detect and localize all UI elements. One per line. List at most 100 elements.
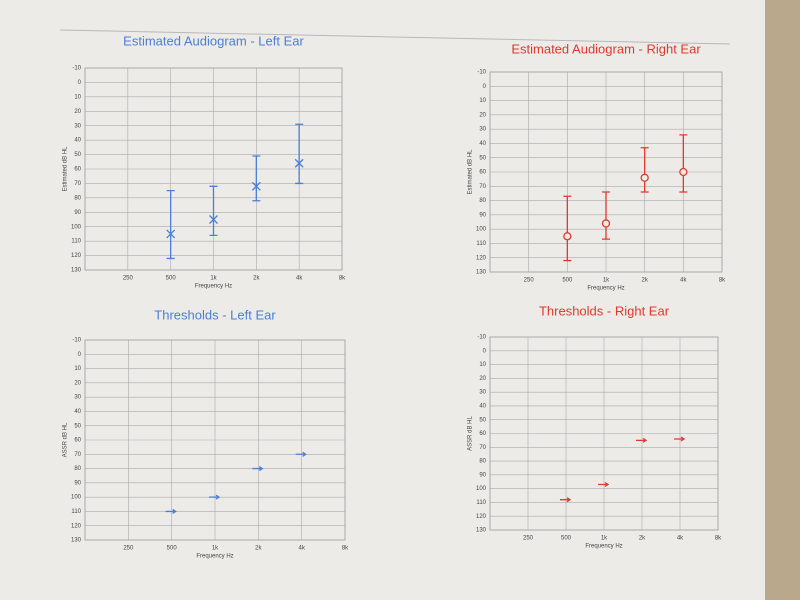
y-tick-label: 90 [74,210,81,216]
y-tick-label: 50 [479,155,486,161]
paper [0,0,780,600]
y-tick-label: -10 [72,66,81,72]
y-tick-label: 120 [476,514,487,520]
x-tick-label: 1k [603,278,610,284]
y-axis-label: Estimated dB HL [63,146,69,192]
y-tick-label: 40 [74,409,81,415]
chart-title: Estimated Audiogram - Right Ear [511,41,701,56]
x-tick-label: 2k [253,276,260,282]
y-tick-label: 70 [74,452,81,458]
y-tick-label: 130 [71,538,82,544]
y-tick-label: 60 [74,438,81,444]
y-axis-label: ASSR dB HL [63,422,69,457]
error-bar [295,123,304,185]
x-tick-label: 2k [255,546,262,552]
y-tick-label: -10 [72,338,81,344]
y-tick-label: 90 [479,212,486,218]
marker-x [294,158,304,168]
y-tick-label: 130 [71,268,82,274]
y-tick-label: 10 [479,98,486,104]
y-tick-label: 0 [483,84,487,90]
chart-title: Thresholds - Right Ear [539,303,670,318]
x-axis-label: Frequency Hz [587,286,624,292]
y-tick-label: 70 [479,445,486,451]
y-tick-label: 80 [479,198,486,204]
x-axis-label: Frequency Hz [195,284,232,290]
chart-title: Thresholds - Left Ear [154,307,276,322]
marker-o [679,167,688,177]
y-tick-label: 40 [479,404,486,410]
y-tick-label: 100 [476,486,487,492]
chart-title: Estimated Audiogram - Left Ear [123,33,304,48]
y-tick-label: 30 [74,123,81,129]
x-tick-label: 2k [641,278,648,284]
y-tick-label: 0 [78,352,82,358]
threshold-marker [295,451,307,457]
x-tick-label: 4k [677,536,684,542]
y-tick-label: 120 [476,255,487,261]
marker-x [251,181,261,191]
y-tick-label: 110 [71,239,81,245]
y-tick-label: 20 [74,380,81,386]
x-tick-label: 250 [123,276,134,282]
y-tick-label: 100 [476,227,487,233]
y-tick-label: 40 [479,141,486,147]
x-tick-label: 1k [601,536,608,542]
y-tick-label: 10 [74,94,81,100]
y-axis-label: Estimated dB HL [468,149,474,195]
threshold-marker [560,497,572,503]
y-tick-label: 60 [74,167,81,173]
y-tick-label: 80 [479,459,486,465]
x-tick-label: 500 [167,546,178,552]
y-tick-label: -10 [477,335,486,341]
y-tick-label: 120 [71,253,82,259]
x-tick-label: 500 [562,278,573,284]
x-tick-label: 250 [523,536,534,542]
x-tick-label: 4k [298,546,305,552]
y-tick-label: 70 [74,181,81,187]
y-tick-label: 110 [71,509,81,515]
x-tick-label: 1k [212,546,219,552]
x-tick-label: 2k [639,536,646,542]
y-tick-label: 30 [479,390,486,396]
x-tick-label: 8k [342,546,349,552]
y-tick-label: 40 [74,138,81,144]
threshold-marker [165,508,177,514]
y-tick-label: 60 [479,431,486,437]
y-tick-label: -10 [477,70,486,76]
background-edge [765,0,800,600]
x-tick-label: 8k [719,278,726,284]
threshold-marker [252,466,264,472]
y-tick-label: 110 [476,500,486,506]
y-tick-label: 30 [479,127,486,133]
error-bar [563,195,572,262]
y-tick-label: 10 [479,362,486,368]
y-tick-label: 100 [71,224,82,230]
x-axis-label: Frequency Hz [585,544,622,550]
threshold-marker [209,494,221,500]
y-tick-label: 20 [479,112,486,118]
error-bar [252,155,261,202]
y-tick-label: 0 [483,348,487,354]
marker-o [640,173,649,182]
error-bar [640,147,649,193]
y-tick-label: 20 [479,376,486,382]
error-bar [679,134,688,193]
y-tick-label: 60 [479,170,486,176]
y-tick-label: 120 [71,523,82,529]
y-axis-label: ASSR dB HL [468,415,474,450]
y-tick-label: 90 [74,480,81,486]
y-tick-label: 30 [74,395,81,401]
y-tick-label: 50 [74,152,81,158]
x-tick-label: 8k [339,276,346,282]
x-tick-label: 4k [296,276,303,282]
y-tick-label: 50 [479,417,486,423]
marker-o [563,232,572,241]
y-tick-label: 100 [71,495,82,501]
y-tick-label: 130 [476,528,487,534]
error-bar [602,191,610,240]
x-tick-label: 250 [524,278,535,284]
y-tick-label: 80 [74,466,81,472]
x-tick-label: 250 [123,546,134,552]
